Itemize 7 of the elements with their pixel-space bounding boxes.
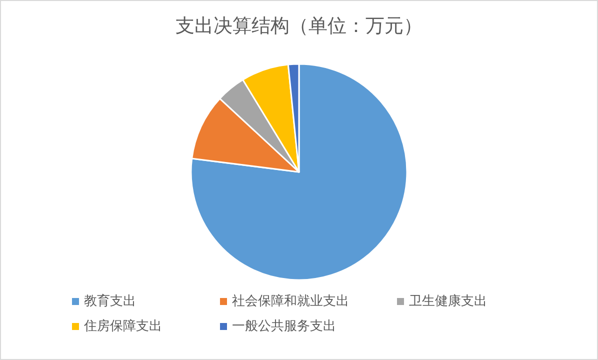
legend-label: 一般公共服务支出 [232, 319, 336, 334]
legend-label: 教育支出 [84, 293, 136, 309]
legend-label: 社会保障和就业支出 [232, 294, 349, 309]
legend-label: 住房保障支出 [83, 318, 162, 334]
legend-label: 卫生健康支出 [409, 294, 487, 309]
pie-slice [190, 63, 408, 281]
chart-title: 支出决算结构（单位：万元） [176, 15, 422, 37]
